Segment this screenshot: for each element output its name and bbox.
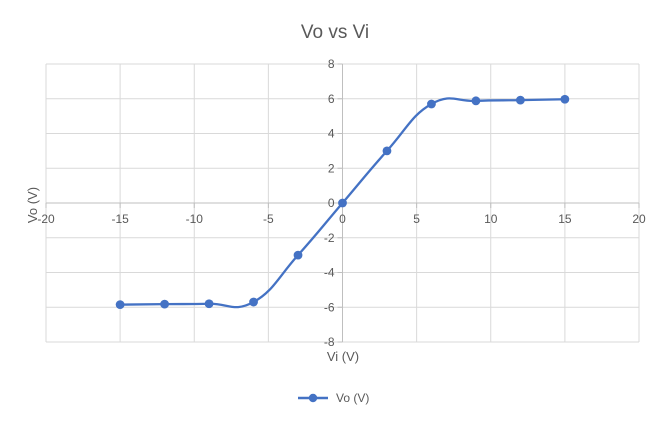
data-point bbox=[516, 95, 525, 105]
x-axis-label: Vi (V) bbox=[327, 349, 359, 364]
data-point bbox=[115, 300, 125, 310]
data-point bbox=[560, 94, 570, 104]
legend: Vo (V) bbox=[298, 391, 369, 405]
y-tick-label: -2 bbox=[324, 231, 335, 245]
y-axis-label: Vo (V) bbox=[25, 187, 40, 223]
y-tick-label: -4 bbox=[324, 266, 335, 280]
y-tick-label: 8 bbox=[328, 57, 335, 71]
x-tick-label: -15 bbox=[111, 212, 129, 226]
y-tick-label: 0 bbox=[328, 196, 335, 210]
x-tick-label: 5 bbox=[413, 212, 420, 226]
series-layer bbox=[115, 94, 570, 310]
y-tick-label: 6 bbox=[328, 92, 335, 106]
y-tick-label: 2 bbox=[328, 161, 335, 175]
x-tick-label: -20 bbox=[37, 212, 55, 226]
y-tick-label: -6 bbox=[324, 300, 335, 314]
x-tick-label: -10 bbox=[186, 212, 204, 226]
x-tick-label: 0 bbox=[339, 212, 346, 226]
label-layer: Vo vs Vi Vi (V) Vo (V) bbox=[25, 22, 369, 364]
data-point bbox=[382, 146, 392, 156]
y-tick-label: -8 bbox=[324, 335, 335, 349]
chart-title: Vo vs Vi bbox=[301, 22, 369, 43]
x-tick-label: 20 bbox=[632, 212, 646, 226]
data-point bbox=[338, 198, 347, 208]
legend-marker-icon bbox=[308, 393, 318, 403]
data-point bbox=[204, 299, 214, 309]
data-point bbox=[293, 250, 303, 260]
x-tick-label: 15 bbox=[558, 212, 572, 226]
data-point bbox=[249, 297, 258, 307]
data-point bbox=[471, 96, 481, 106]
x-tick-label: 10 bbox=[484, 212, 498, 226]
data-point bbox=[427, 99, 436, 109]
data-point bbox=[160, 299, 170, 309]
legend-label: Vo (V) bbox=[336, 391, 369, 405]
y-tick-label: 4 bbox=[328, 127, 335, 141]
x-tick-label: -5 bbox=[263, 212, 274, 226]
